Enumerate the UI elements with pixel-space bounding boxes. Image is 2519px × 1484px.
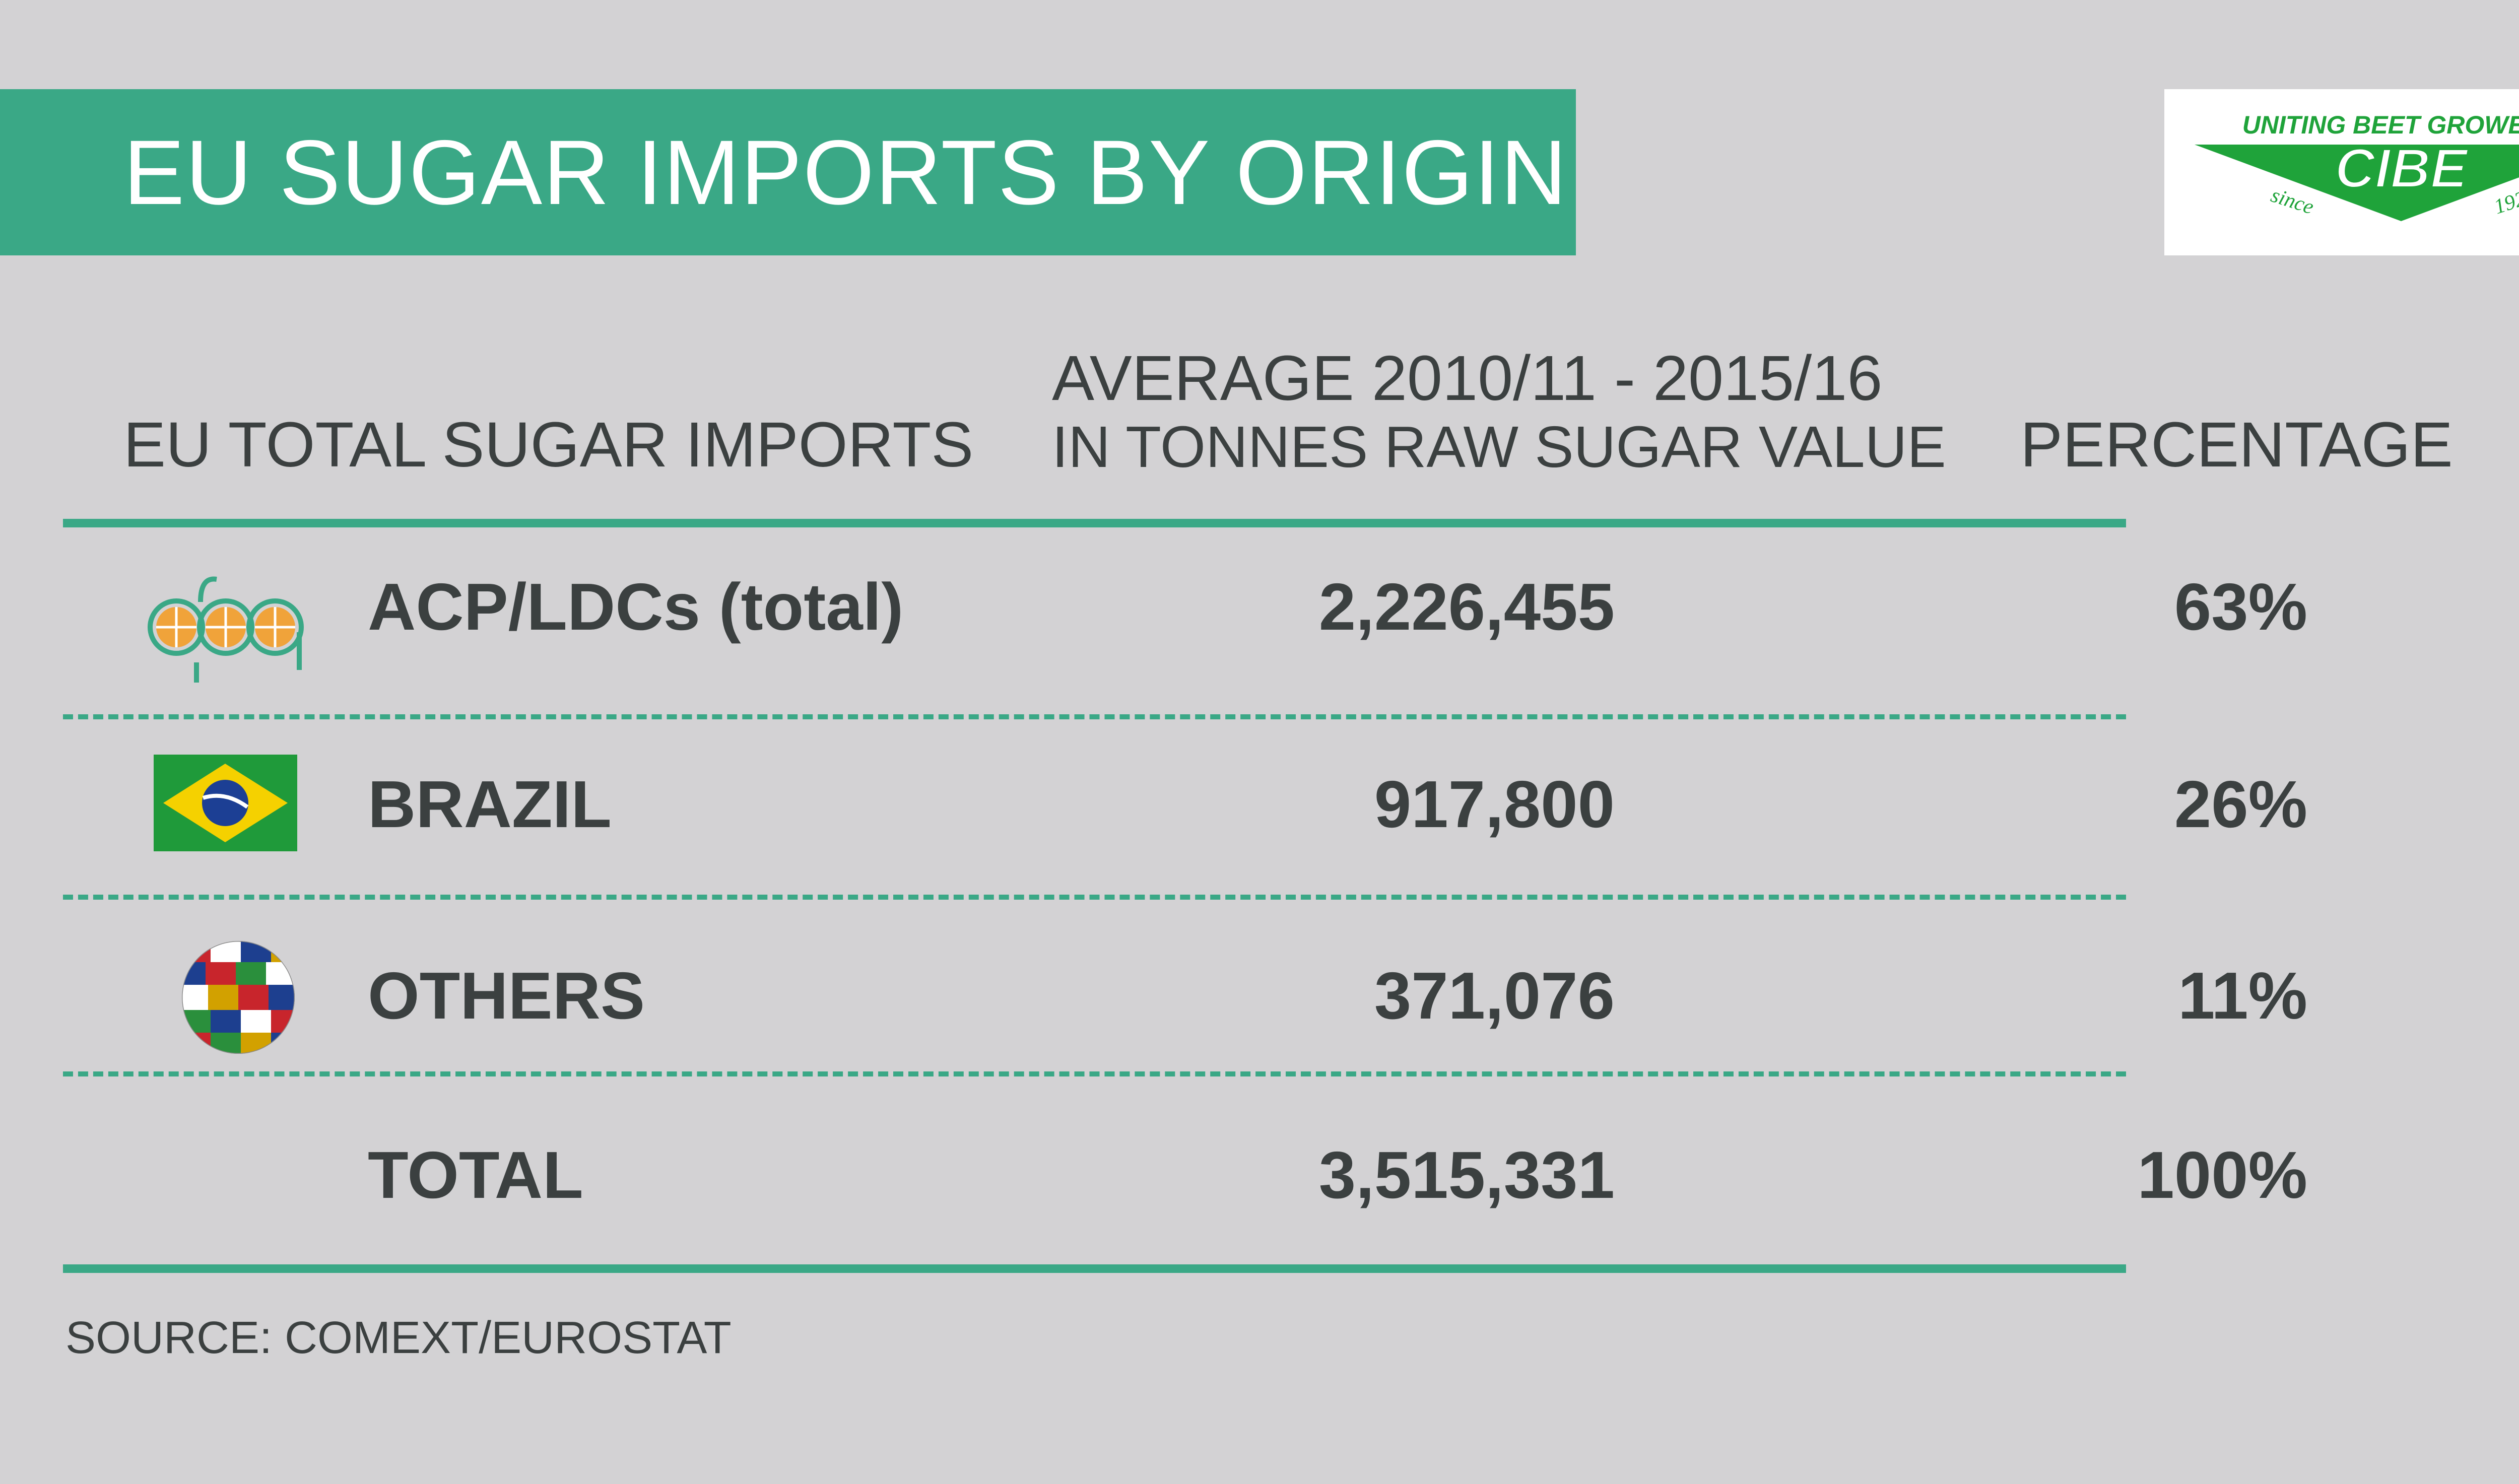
- world-flags-globe-icon: [182, 941, 295, 1054]
- row-percentage-acp: 63%: [2174, 570, 2307, 644]
- row-percentage-others: 11%: [2178, 959, 2307, 1033]
- page-title: EU SUGAR IMPORTS BY ORIGIN: [123, 121, 1568, 224]
- row-divider: [63, 714, 2126, 719]
- row-value-total: 3,515,331: [1318, 1138, 1615, 1212]
- row-percentage-brazil: 26%: [2174, 767, 2307, 841]
- row-label-acp: ACP/LDCs (total): [368, 570, 904, 644]
- footer-rule: [63, 1264, 2126, 1273]
- row-label-brazil: BRAZIL: [368, 767, 612, 841]
- acp-logo-icon: [148, 576, 304, 683]
- logo-tagline: UNITING BEET GROWERS: [2242, 111, 2519, 139]
- column-header-percentage: PERCENTAGE: [2020, 409, 2453, 480]
- row-divider: [63, 895, 2126, 900]
- row-label-total: TOTAL: [368, 1138, 583, 1212]
- column-header-average-line1: AVERAGE 2010/11 - 2015/16: [1052, 343, 1883, 414]
- column-header-origin: EU TOTAL SUGAR IMPORTS: [123, 409, 974, 480]
- row-value-brazil: 917,800: [1374, 767, 1615, 841]
- row-percentage-total: 100%: [2137, 1138, 2307, 1212]
- logo-since: since: [2268, 183, 2316, 219]
- row-label-others: OTHERS: [368, 959, 645, 1033]
- brazil-flag-icon: [154, 755, 297, 851]
- row-value-others: 371,076: [1374, 959, 1615, 1033]
- title-banner: EU SUGAR IMPORTS BY ORIGIN: [0, 89, 1576, 255]
- logo-name: CIBE: [2335, 138, 2469, 199]
- row-divider: [63, 1071, 2126, 1076]
- row-value-acp: 2,226,455: [1318, 570, 1615, 644]
- cibe-logo-icon: UNITING BEET GROWERS CIBE since 1927: [2195, 111, 2519, 221]
- header-rule: [63, 519, 2126, 527]
- column-header-average-line2: IN TONNES RAW SUGAR VALUE: [1052, 414, 1946, 480]
- source-note: SOURCE: COMEXT/EUROSTAT: [65, 1313, 732, 1363]
- logo-year: 1927: [2491, 183, 2519, 219]
- cibe-logo: UNITING BEET GROWERS CIBE since 1927: [2164, 89, 2519, 255]
